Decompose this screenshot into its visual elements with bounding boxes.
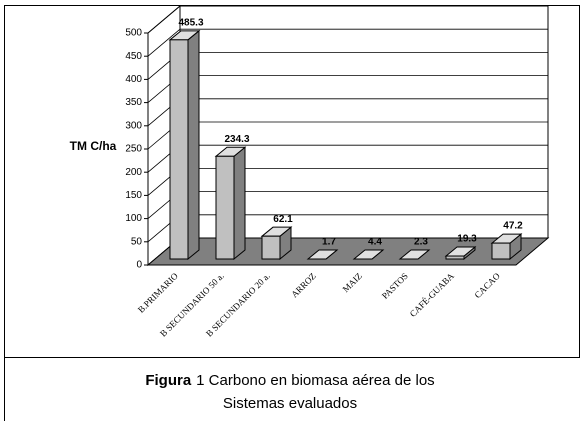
bar-side — [233, 146, 246, 261]
caption-line: Figura 1 Carbono en biomasa aérea de los — [145, 372, 434, 389]
value-label: 62.1 — [273, 214, 293, 225]
value-label: 47.2 — [503, 221, 523, 232]
y-tick-label: 50 — [131, 236, 143, 247]
value-label: 234.3 — [224, 134, 249, 145]
y-tick-label: 350 — [125, 97, 142, 108]
x-tick-label: MAIZ — [341, 271, 364, 294]
bar — [169, 39, 189, 260]
bar — [215, 155, 235, 260]
caption-label: Figura — [145, 372, 191, 389]
value-label: 1.7 — [322, 237, 336, 248]
y-tick-label: 100 — [125, 213, 142, 224]
y-axis-label: TM C/ha — [70, 139, 117, 153]
value-label: 2.3 — [414, 237, 428, 248]
bar-top — [398, 249, 431, 260]
y-tick-label: 450 — [125, 51, 142, 62]
bar — [445, 255, 465, 260]
caption-text: 1 Carbono en biomasa aérea de los — [196, 372, 435, 389]
caption-line: Sistemas evaluados — [223, 395, 357, 412]
x-tick-label: CAFÉ-GUABA — [408, 270, 456, 318]
x-tick-label: ARROZ — [289, 271, 318, 300]
x-tick-label: B.PRIMARIO — [136, 270, 180, 314]
y-tick-label: 400 — [125, 74, 142, 85]
floor — [146, 237, 550, 266]
y-tick-label: 200 — [125, 167, 142, 178]
grid-line — [147, 5, 548, 34]
y-tick-label: 500 — [125, 28, 142, 39]
y-tick-label: 150 — [125, 190, 142, 201]
bar-top — [352, 249, 385, 260]
x-tick-label: PASTOS — [380, 271, 410, 301]
bar — [491, 242, 511, 260]
y-tick-label: 300 — [125, 120, 142, 131]
y-tick-label: 250 — [125, 144, 142, 155]
bar-top — [306, 249, 339, 260]
x-tick-label: CACAO — [473, 270, 503, 300]
bar — [261, 235, 281, 260]
value-label: 485.3 — [178, 17, 203, 28]
grid-line — [147, 28, 548, 57]
bar-side — [187, 29, 200, 261]
value-label: 4.4 — [368, 237, 382, 248]
y-tick-label: 0 — [136, 260, 142, 271]
value-label: 19.3 — [457, 234, 477, 245]
